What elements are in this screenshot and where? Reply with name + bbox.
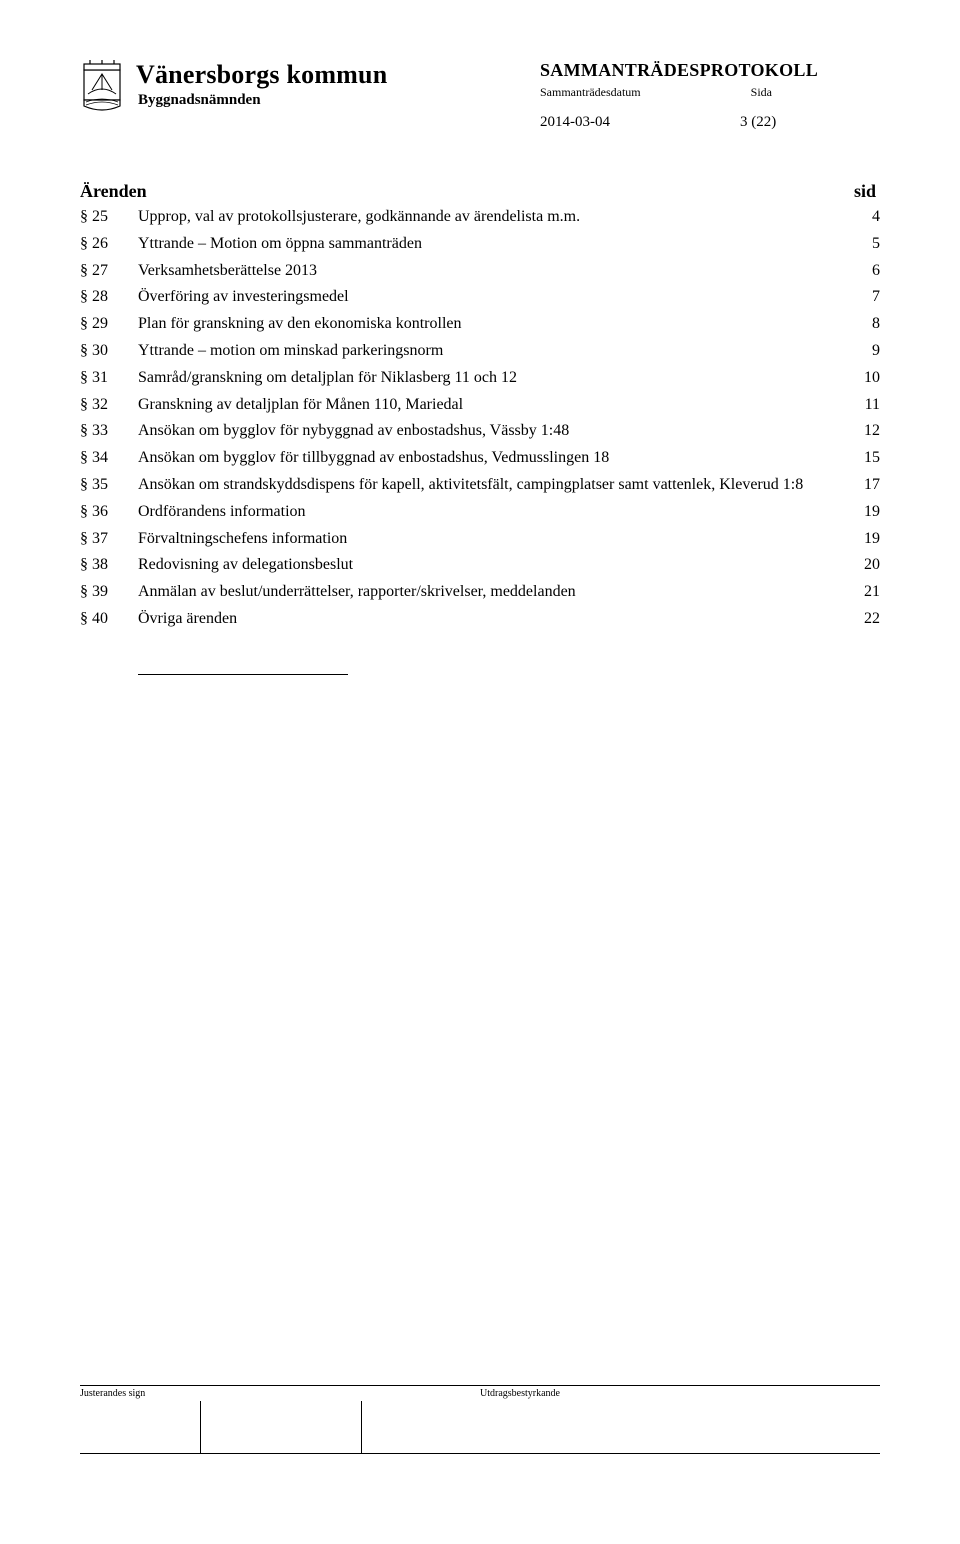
toc-heading: Ärenden xyxy=(80,181,147,202)
subheader-date-label: Sammanträdesdatum xyxy=(540,85,641,100)
subheader-row: Sammanträdesdatum Sida xyxy=(540,85,880,100)
toc-item-title: Plan för granskning av den ekonomiska ko… xyxy=(138,311,840,338)
footer-cell xyxy=(362,1401,880,1453)
department-name: Byggnadsnämnden xyxy=(138,92,387,109)
toc-item-title: Yttrande – Motion om öppna sammanträden xyxy=(138,231,840,258)
toc-page-heading: sid xyxy=(854,181,876,202)
toc-item-title: Redovisning av delegationsbeslut xyxy=(138,552,840,579)
toc-item-title: Förvaltningschefens information xyxy=(138,526,840,553)
header-right: SAMMANTRÄDESPROTOKOLL Sammanträdesdatum … xyxy=(540,60,880,131)
footer-cell xyxy=(80,1401,201,1453)
footer-right-label: Utdragsbestyrkande xyxy=(480,1388,880,1399)
toc-paragraph-ref: § 25 xyxy=(80,204,138,231)
toc-item-title: Verksamhetsberättelse 2013 xyxy=(138,258,840,285)
toc-table: § 25Upprop, val av protokollsjusterare, … xyxy=(80,204,880,633)
page-count: 3 (22) xyxy=(740,114,776,131)
toc-row: § 25Upprop, val av protokollsjusterare, … xyxy=(80,204,880,231)
toc-page-number: 8 xyxy=(840,311,880,338)
toc-paragraph-ref: § 39 xyxy=(80,579,138,606)
toc-item-title: Granskning av detaljplan för Månen 110, … xyxy=(138,392,840,419)
toc-row: § 28Överföring av investeringsmedel7 xyxy=(80,284,880,311)
toc-heading-row: Ärenden sid xyxy=(80,181,880,202)
footer-labels: Justerandes sign Utdragsbestyrkande xyxy=(80,1388,880,1399)
org-name: Vänersborgs kommun xyxy=(136,60,387,90)
toc-paragraph-ref: § 30 xyxy=(80,338,138,365)
toc-page-number: 15 xyxy=(840,445,880,472)
toc-item-title: Upprop, val av protokollsjusterare, godk… xyxy=(138,204,840,231)
toc-page-number: 9 xyxy=(840,338,880,365)
toc-paragraph-ref: § 37 xyxy=(80,526,138,553)
toc-item-title: Anmälan av beslut/underrättelser, rappor… xyxy=(138,579,840,606)
toc-row: § 35Ansökan om strandskyddsdispens för k… xyxy=(80,472,880,499)
header-left: Vänersborgs kommun Byggnadsnämnden xyxy=(80,60,387,112)
footer-sign-box xyxy=(80,1401,880,1454)
toc-paragraph-ref: § 32 xyxy=(80,392,138,419)
footer-rule xyxy=(80,1385,880,1386)
toc-paragraph-ref: § 28 xyxy=(80,284,138,311)
toc-paragraph-ref: § 33 xyxy=(80,418,138,445)
toc-paragraph-ref: § 35 xyxy=(80,472,138,499)
toc-page-number: 6 xyxy=(840,258,880,285)
toc-page-number: 12 xyxy=(840,418,880,445)
document-title: SAMMANTRÄDESPROTOKOLL xyxy=(540,60,880,81)
toc-item-title: Samråd/granskning om detaljplan för Nikl… xyxy=(138,365,840,392)
toc-paragraph-ref: § 29 xyxy=(80,311,138,338)
toc-item-title: Övriga ärenden xyxy=(138,606,840,633)
toc-item-title: Ordförandens information xyxy=(138,499,840,526)
signature-line xyxy=(138,673,348,675)
toc-paragraph-ref: § 27 xyxy=(80,258,138,285)
toc-paragraph-ref: § 40 xyxy=(80,606,138,633)
toc-row: § 29Plan för granskning av den ekonomisk… xyxy=(80,311,880,338)
toc-page-number: 11 xyxy=(840,392,880,419)
toc-row: § 34Ansökan om bygglov för tillbyggnad a… xyxy=(80,445,880,472)
page-header: Vänersborgs kommun Byggnadsnämnden SAMMA… xyxy=(80,60,880,131)
toc-page-number: 21 xyxy=(840,579,880,606)
toc-page-number: 10 xyxy=(840,365,880,392)
toc-page-number: 7 xyxy=(840,284,880,311)
toc-item-title: Yttrande – motion om minskad parkeringsn… xyxy=(138,338,840,365)
toc-row: § 26Yttrande – Motion om öppna sammanträ… xyxy=(80,231,880,258)
toc-paragraph-ref: § 26 xyxy=(80,231,138,258)
toc-paragraph-ref: § 31 xyxy=(80,365,138,392)
toc-paragraph-ref: § 36 xyxy=(80,499,138,526)
toc-row: § 30Yttrande – motion om minskad parkeri… xyxy=(80,338,880,365)
toc-page-number: 19 xyxy=(840,526,880,553)
toc-row: § 31Samråd/granskning om detaljplan för … xyxy=(80,365,880,392)
toc-page-number: 20 xyxy=(840,552,880,579)
toc-page-number: 19 xyxy=(840,499,880,526)
toc-page-number: 5 xyxy=(840,231,880,258)
toc-row: § 32Granskning av detaljplan för Månen 1… xyxy=(80,392,880,419)
toc-page-number: 17 xyxy=(840,472,880,499)
toc-row: § 40Övriga ärenden22 xyxy=(80,606,880,633)
toc-item-title: Ansökan om bygglov för nybyggnad av enbo… xyxy=(138,418,840,445)
toc-row: § 27Verksamhetsberättelse 20136 xyxy=(80,258,880,285)
toc-paragraph-ref: § 34 xyxy=(80,445,138,472)
toc-item-title: Ansökan om strandskyddsdispens för kapel… xyxy=(138,472,840,499)
toc-page-number: 4 xyxy=(840,204,880,231)
municipal-crest-icon xyxy=(80,60,124,112)
org-block: Vänersborgs kommun Byggnadsnämnden xyxy=(136,60,387,109)
toc-paragraph-ref: § 38 xyxy=(80,552,138,579)
footer-left-label: Justerandes sign xyxy=(80,1388,480,1399)
toc-row: § 39Anmälan av beslut/underrättelser, ra… xyxy=(80,579,880,606)
toc-row: § 33Ansökan om bygglov för nybyggnad av … xyxy=(80,418,880,445)
toc-item-title: Ansökan om bygglov för tillbyggnad av en… xyxy=(138,445,840,472)
toc-item-title: Överföring av investeringsmedel xyxy=(138,284,840,311)
toc-row: § 37Förvaltningschefens information19 xyxy=(80,526,880,553)
page-footer: Justerandes sign Utdragsbestyrkande xyxy=(80,1385,880,1454)
date-row: 2014-03-04 3 (22) xyxy=(540,114,880,131)
toc-row: § 38Redovisning av delegationsbeslut20 xyxy=(80,552,880,579)
meeting-date: 2014-03-04 xyxy=(540,114,610,131)
footer-cell xyxy=(201,1401,362,1453)
toc-row: § 36Ordförandens information19 xyxy=(80,499,880,526)
toc-page-number: 22 xyxy=(840,606,880,633)
subheader-page-label: Sida xyxy=(751,85,772,100)
